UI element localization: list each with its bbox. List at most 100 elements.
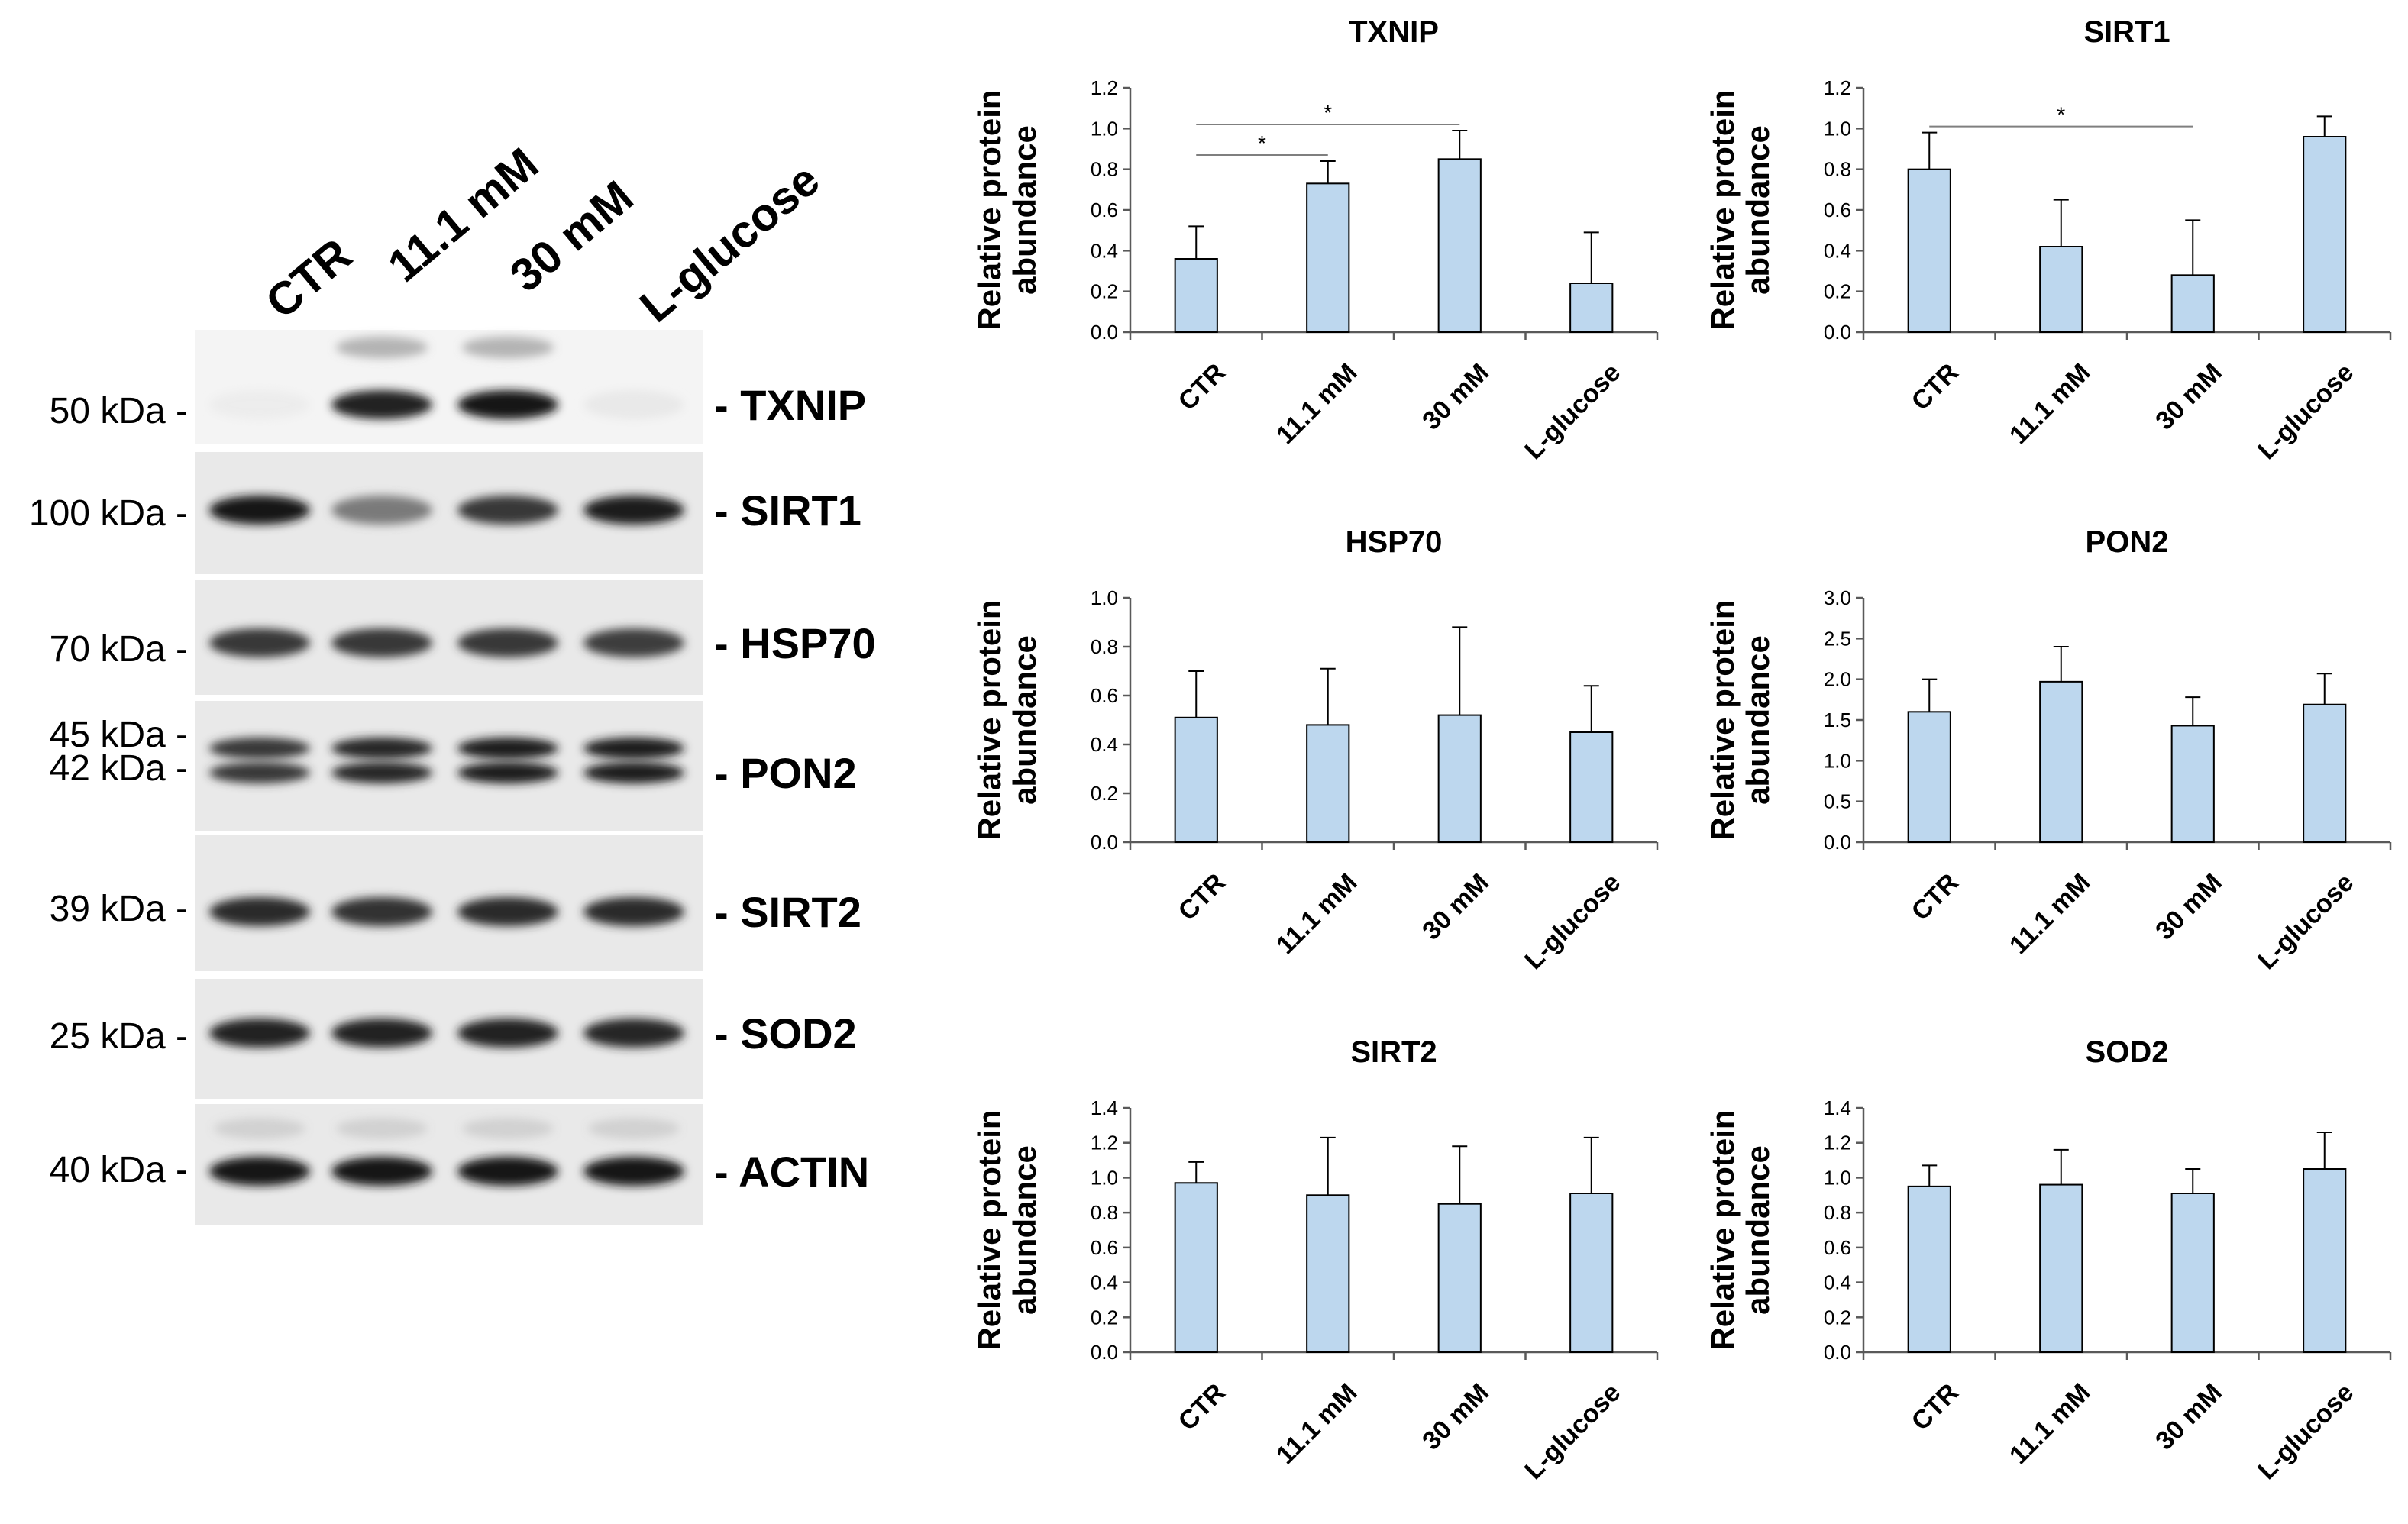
chart-title: TXNIP (1349, 15, 1439, 49)
y-axis-label: Relative proteinabundance (971, 89, 1042, 330)
blot-band (331, 762, 432, 783)
chart-svg: SIRT2 Relative proteinabundance 0.0 0.2 0.4 0… (971, 1035, 1659, 1485)
chart-sirt2: SIRT2 Relative proteinabundance 0.0 0.2 0.4 0… (939, 1020, 1673, 1524)
y-axis-label-line: abundance (1007, 635, 1042, 805)
blot-band (457, 897, 558, 926)
blot-band (331, 390, 432, 419)
bar-ctr (1907, 711, 1951, 844)
bar-ctr (1174, 258, 1218, 333)
blot-band (331, 1157, 432, 1186)
x-tick-label-l-glucose: L-glucose (2252, 868, 2359, 975)
blot-band (331, 897, 432, 926)
y-axis-label-line: abundance (1740, 1145, 1776, 1315)
marker-label: 100 kDa - (29, 493, 188, 534)
y-axis-label-line: Relative protein (1705, 599, 1741, 840)
bar-11-1-mm (2039, 1183, 2083, 1353)
y-axis-label-line: abundance (1740, 635, 1776, 805)
y-axis-label: Relative proteinabundance (1705, 89, 1776, 330)
bar-l-glucose (1569, 731, 1614, 843)
blot-band (583, 897, 684, 926)
blot-faint-band (588, 1118, 680, 1139)
blot-strip (195, 330, 703, 444)
marker-label: 70 kDa - (50, 629, 188, 670)
bar-30-mm (2170, 725, 2215, 844)
bar-ctr (1907, 1185, 1951, 1353)
blot-band (457, 1157, 558, 1186)
blot-band (331, 738, 432, 759)
y-axis-label-line: Relative protein (971, 89, 1007, 330)
chart-sod2: SOD2 Relative proteinabundance 0.0 0.2 0.4 0.… (1673, 1020, 2406, 1524)
blot-band (583, 496, 684, 525)
y-tick-label: 1.0 (1824, 1166, 1851, 1189)
bar-11-1-mm (2039, 246, 2083, 333)
blot-band (331, 628, 432, 657)
y-tick-label: 0.8 (1091, 635, 1118, 658)
y-tick-label: 0.2 (1824, 1306, 1851, 1329)
y-tick-label: 2.5 (1824, 627, 1851, 650)
blot-row-actin: - ACTIN 40 kDa - (50, 1104, 869, 1225)
blot-band (457, 390, 558, 419)
y-tick-label: 0.4 (1824, 1271, 1851, 1294)
y-tick-label: 1.2 (1091, 76, 1118, 99)
y-tick-label: 0.8 (1824, 1201, 1851, 1224)
y-tick-label: 1.0 (1824, 749, 1851, 772)
blot-band (209, 390, 310, 419)
x-tick-label-ctr: CTR (1906, 358, 1964, 416)
x-tick-label-l-glucose: L-glucose (1519, 868, 1626, 975)
protein-label-sirt2: - SIRT2 (714, 888, 861, 936)
y-tick-label: 0.0 (1091, 831, 1118, 854)
marker-label: 42 kDa - (50, 748, 188, 789)
y-tick-label: 1.0 (1091, 117, 1118, 140)
blot-band (583, 1019, 684, 1048)
x-tick-label-30-mm: 30 mM (1417, 868, 1495, 946)
x-tick-label-11-1-mm: 11.1 mM (2004, 1378, 2096, 1470)
x-tick-label-l-glucose: L-glucose (2252, 1378, 2359, 1485)
blot-row-hsp70: - HSP70 70 kDa - (50, 580, 876, 695)
protein-label-pon2: - PON2 (714, 749, 857, 797)
chart-svg: TXNIP Relative proteinabundance 0.0 0.2 0.4 0… (971, 15, 1659, 465)
x-tick-label-11-1-mm: 11.1 mM (2004, 868, 2096, 960)
chart-svg: SOD2 Relative proteinabundance 0.0 0.2 0.4 0.… (1705, 1035, 2392, 1485)
bar-l-glucose (1569, 1193, 1614, 1353)
bar-11-1-mm (1306, 182, 1350, 333)
y-tick-label: 0.2 (1091, 1306, 1118, 1329)
blot-band (331, 496, 432, 525)
y-tick-label: 1.2 (1824, 76, 1851, 99)
y-tick-label: 0.4 (1091, 239, 1118, 262)
blot-band (209, 496, 310, 525)
bar-l-glucose (2303, 1168, 2347, 1353)
blot-faint-band (214, 1118, 305, 1139)
y-tick-label: 0.2 (1091, 782, 1118, 805)
bar-ctr (1174, 1182, 1218, 1353)
bar-30-mm (2170, 274, 2215, 334)
x-tick-label-ctr: CTR (1173, 1378, 1231, 1436)
blot-band (209, 1157, 310, 1186)
bar-l-glucose (2303, 136, 2347, 333)
blot-row-pon2: - PON2 45 kDa -42 kDa - (50, 701, 857, 831)
blot-row-sirt1: - SIRT1 100 kDa - (29, 452, 861, 574)
blot-band (457, 738, 558, 759)
x-tick-label-ctr: CTR (1173, 358, 1231, 416)
y-tick-label: 0.8 (1824, 158, 1851, 181)
y-tick-label: 1.4 (1091, 1096, 1118, 1119)
y-axis-label: Relative proteinabundance (971, 1109, 1042, 1350)
bar-30-mm (1437, 158, 1482, 333)
y-tick-label: 0.0 (1824, 831, 1851, 854)
protein-label-hsp70: - HSP70 (714, 619, 876, 667)
bar-30-mm (1437, 714, 1482, 843)
chart-hsp70: HSP70 Relative proteinabundance 0.0 0.2 0.4 0… (939, 510, 1673, 1014)
bar-ctr (1174, 716, 1218, 843)
western-blot-panel: CTR 11.1 mM 30 mM L-glucose - TXNIP 50 kDa --… (0, 0, 916, 1520)
blot-band (331, 1019, 432, 1048)
marker-label: 50 kDa - (50, 391, 188, 431)
y-axis-label: Relative proteinabundance (971, 599, 1042, 840)
marker-label: 45 kDa - (50, 715, 188, 755)
blot-band (209, 738, 310, 759)
bar-11-1-mm (2039, 680, 2083, 843)
y-tick-label: 0.8 (1091, 158, 1118, 181)
y-tick-label: 0.4 (1091, 1271, 1118, 1294)
y-tick-label: 0.6 (1091, 1236, 1118, 1259)
bar-11-1-mm (1306, 1194, 1350, 1353)
y-tick-label: 0.0 (1824, 321, 1851, 344)
